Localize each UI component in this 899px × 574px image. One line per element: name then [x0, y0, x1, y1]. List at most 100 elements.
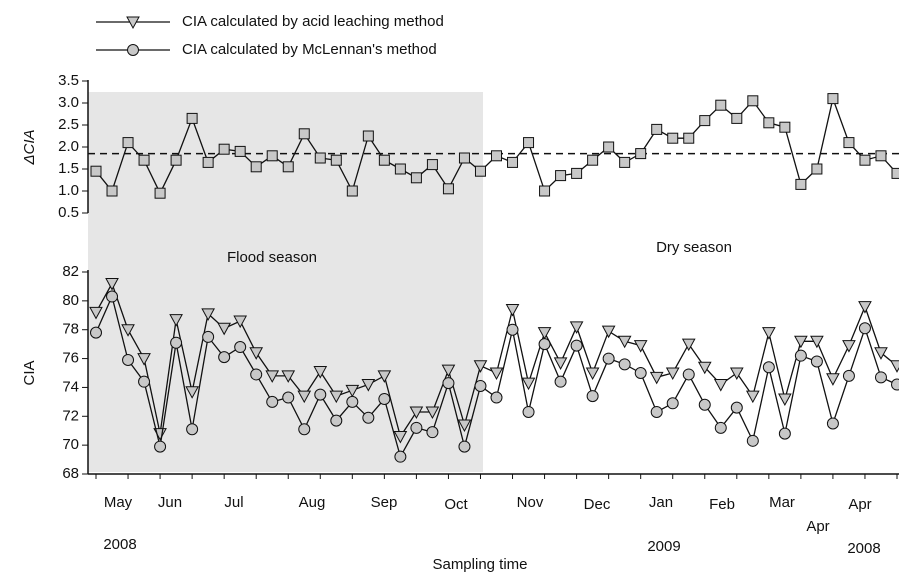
year-label: 2008 [847, 540, 880, 557]
marker-triangle [569, 321, 584, 334]
marker-circle [842, 369, 855, 382]
marker-circle [762, 361, 775, 374]
marker-triangle [233, 315, 248, 329]
marker-triangle [585, 367, 600, 381]
marker-triangle [473, 360, 488, 373]
marker-circle [634, 367, 647, 379]
marker-square [266, 150, 278, 162]
marker-circle [410, 421, 423, 434]
marker-square [891, 167, 899, 179]
x-tick-label: Jul [224, 494, 243, 511]
x-tick-label: Aug [299, 494, 326, 511]
annotation: Dry season [656, 239, 732, 256]
marker-triangle [345, 384, 360, 398]
marker-triangle [601, 325, 616, 339]
marker-circle [298, 423, 311, 436]
y-tick-label: 76 [62, 350, 79, 367]
marker-circle [666, 397, 679, 410]
marker-circle [122, 354, 135, 367]
marker-square [186, 112, 198, 124]
marker-square [587, 154, 599, 166]
marker-circle [602, 352, 615, 365]
legend-label: CIA calculated by acid leaching method [182, 13, 444, 30]
marker-circle [810, 355, 823, 368]
marker-square [154, 187, 166, 199]
marker-square [571, 167, 583, 179]
y-tick-label: 72 [62, 407, 79, 424]
marker-triangle [890, 360, 899, 373]
y-tick-label: 70 [62, 436, 79, 453]
marker-circle [346, 395, 359, 408]
marker-square [507, 156, 519, 168]
annotation: Flood season [227, 249, 317, 266]
marker-circle [426, 426, 439, 439]
marker-triangle [826, 373, 840, 386]
marker-circle [698, 398, 711, 411]
marker-circle [682, 368, 695, 381]
year-label: 2009 [647, 538, 680, 555]
marker-square [250, 161, 262, 173]
marker-square [426, 159, 438, 171]
marker-square [218, 143, 230, 155]
x-tick-label: Apr [806, 518, 829, 535]
marker-triangle [281, 370, 296, 383]
x-tick-label: May [104, 494, 133, 511]
marker-circle [650, 405, 663, 418]
marker-triangle [201, 308, 215, 321]
marker-circle [378, 392, 391, 405]
marker-square [763, 117, 775, 129]
legend-label: CIA calculated by McLennan's method [182, 41, 437, 58]
marker-triangle [617, 335, 632, 349]
marker-square [122, 137, 134, 149]
y-tick-label: 74 [62, 378, 79, 395]
marker-square [170, 154, 182, 166]
year-label: 2008 [103, 536, 136, 553]
marker-triangle [169, 314, 183, 327]
marker-square [683, 132, 695, 144]
marker-triangle [457, 419, 472, 432]
y-tick-label: 0.5 [58, 204, 79, 221]
marker-circle [522, 405, 535, 418]
marker-square [699, 115, 711, 127]
marker-circle [778, 427, 791, 440]
marker-square [555, 170, 567, 182]
marker-triangle [297, 390, 312, 404]
x-tick-label: Apr [848, 496, 871, 513]
x-tick-label: Feb [709, 496, 735, 513]
marker-square [378, 154, 390, 166]
marker-circle [314, 388, 327, 401]
marker-triangle [665, 367, 680, 381]
marker-square [811, 163, 823, 175]
marker-circle [874, 371, 887, 384]
marker-triangle [361, 379, 376, 392]
marker-circle [170, 336, 183, 349]
marker-circle [362, 411, 375, 424]
marker-triangle [313, 366, 328, 379]
y-tick-label: 3.5 [58, 72, 79, 89]
marker-square [234, 145, 246, 157]
y-tick-label: 3.0 [58, 94, 79, 111]
marker-square [715, 99, 727, 111]
marker-circle [394, 450, 407, 463]
marker-square [90, 165, 102, 177]
marker-triangle [713, 379, 728, 392]
y-tick-label: 1.5 [58, 160, 79, 177]
marker-square [362, 130, 374, 142]
marker-circle [826, 417, 839, 430]
marker-triangle [858, 301, 872, 314]
marker-triangle [329, 390, 344, 404]
marker-square [410, 172, 422, 184]
marker-square [282, 161, 294, 173]
marker-circle [186, 423, 199, 436]
marker-triangle [126, 16, 140, 30]
marker-triangle [217, 322, 232, 336]
marker-circle [554, 375, 567, 388]
marker-triangle [105, 278, 119, 291]
marker-circle [218, 351, 231, 364]
marker-triangle [505, 304, 520, 317]
marker-square [651, 123, 663, 135]
marker-triangle [761, 327, 776, 340]
x-tick-label: Sep [371, 494, 398, 511]
marker-square [346, 185, 358, 197]
